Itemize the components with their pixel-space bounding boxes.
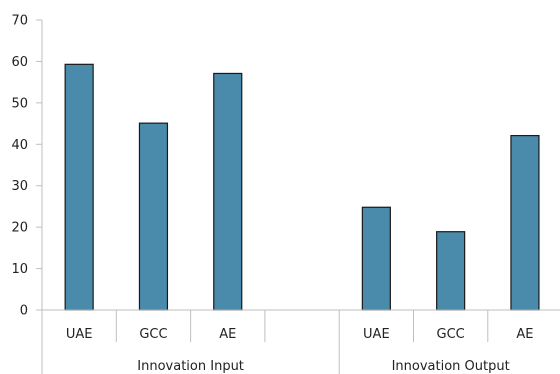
- x-group-label: Innovation Input: [137, 359, 244, 374]
- x-category-label: UAE: [363, 327, 390, 342]
- bar-input-ae: [213, 72, 243, 311]
- y-tick-label: 40: [11, 138, 28, 153]
- bars: [64, 63, 540, 311]
- y-tick-label: 30: [11, 179, 28, 194]
- bar-output-uae: [361, 206, 391, 311]
- x-category-label: GCC: [139, 327, 167, 342]
- y-axis: 0 10 20 30 40 50 60 70: [11, 14, 43, 342]
- y-tick-label: 60: [11, 55, 28, 70]
- x-category-label: GCC: [437, 327, 465, 342]
- y-tick-label: 0: [20, 304, 28, 319]
- x-group-label: Innovation Output: [392, 359, 510, 374]
- bar-output-gcc: [436, 231, 466, 311]
- bar-input-gcc: [138, 122, 169, 311]
- x-category-label: AE: [219, 327, 236, 342]
- x-category-label: UAE: [66, 327, 93, 342]
- y-tick-label: 10: [11, 262, 28, 277]
- bar-input-uae: [64, 63, 94, 311]
- y-tick-label: 70: [11, 14, 28, 29]
- y-tick-label: 50: [11, 96, 28, 111]
- bar-output-ae: [510, 134, 540, 311]
- y-tick-label: 20: [11, 221, 28, 236]
- x-axis: UAE GCC AE Innovation Input UAE GCC AE Innovati…: [41, 309, 560, 374]
- x-category-label: AE: [516, 327, 533, 342]
